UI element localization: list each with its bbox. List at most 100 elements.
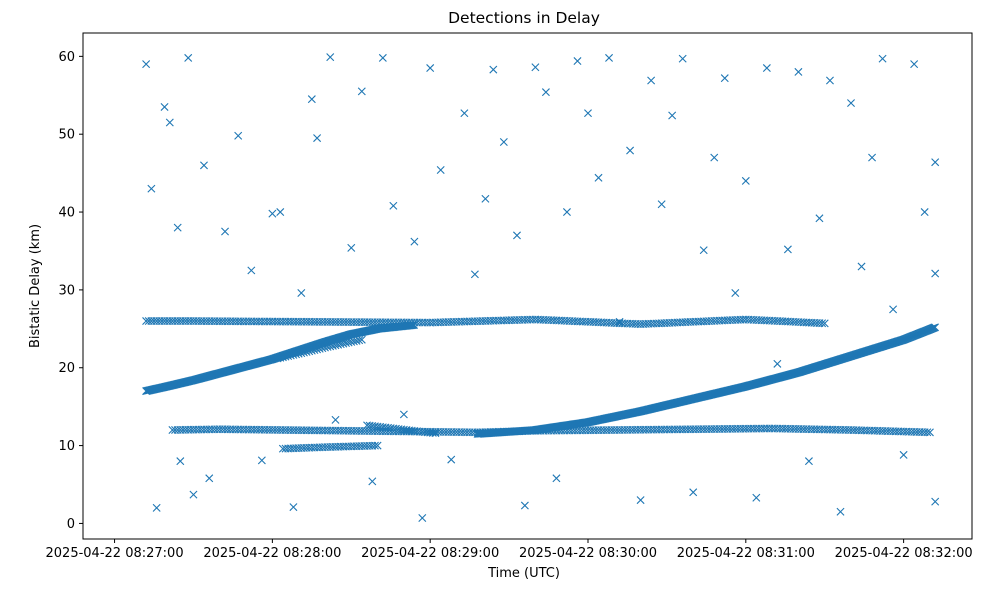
data-point xyxy=(931,497,940,506)
data-point xyxy=(605,53,614,62)
data-point xyxy=(199,161,208,170)
data-point xyxy=(762,64,771,73)
data-point xyxy=(794,67,803,76)
data-point xyxy=(804,457,813,466)
data-point xyxy=(699,246,708,255)
data-point xyxy=(815,214,824,223)
data-point xyxy=(409,321,418,330)
marks-layer xyxy=(142,53,940,522)
y-tick-label: 10 xyxy=(58,439,75,454)
data-point xyxy=(297,349,306,358)
data-point xyxy=(731,289,740,297)
data-point xyxy=(460,109,469,118)
data-point xyxy=(370,441,379,450)
y-axis: 0 10 20 30 40 50 60 xyxy=(58,50,83,532)
data-point xyxy=(573,57,582,66)
data-point xyxy=(142,60,151,69)
data-point xyxy=(307,346,316,355)
x-tick-label: 2025-04-22 08:30:00 xyxy=(519,546,657,561)
y-tick-label: 0 xyxy=(67,517,75,532)
data-point xyxy=(678,54,687,63)
data-point xyxy=(741,176,750,185)
data-point xyxy=(470,270,479,279)
data-point xyxy=(899,450,908,459)
data-point xyxy=(297,289,306,297)
data-point xyxy=(310,346,319,354)
data-point xyxy=(234,131,243,140)
data-point xyxy=(302,347,311,356)
x-axis: 2025-04-22 08:27:00 2025-04-22 08:28:00 20… xyxy=(46,539,973,561)
data-point xyxy=(410,237,419,246)
chart-title: Detections in Delay xyxy=(448,9,600,27)
data-point xyxy=(173,223,182,232)
data-point xyxy=(520,501,529,510)
data-point xyxy=(418,513,427,522)
data-point xyxy=(878,54,887,63)
data-point xyxy=(481,194,490,203)
data-point xyxy=(512,231,521,240)
data-point xyxy=(313,134,322,143)
data-point xyxy=(647,76,656,85)
data-point xyxy=(531,63,540,72)
data-point xyxy=(836,507,845,516)
data-point xyxy=(268,209,277,218)
x-tick-label: 2025-04-22 08:29:00 xyxy=(361,546,499,561)
data-point xyxy=(489,65,498,74)
data-point xyxy=(783,245,792,254)
data-point xyxy=(636,496,645,505)
data-point xyxy=(615,317,624,326)
data-point xyxy=(657,200,666,209)
x-tick-label: 2025-04-22 08:28:00 xyxy=(203,546,341,561)
x-tick-label: 2025-04-22 08:27:00 xyxy=(46,546,184,561)
data-point xyxy=(326,53,335,62)
data-point xyxy=(276,208,285,217)
data-point xyxy=(857,262,866,271)
data-point xyxy=(910,60,919,69)
data-point xyxy=(594,173,603,182)
data-point xyxy=(447,455,456,464)
data-point xyxy=(176,457,185,466)
y-tick-label: 60 xyxy=(58,50,75,65)
data-point xyxy=(818,319,827,328)
data-point xyxy=(299,348,308,357)
data-point xyxy=(347,243,356,252)
data-point xyxy=(221,227,230,236)
x-axis-label: Time (UTC) xyxy=(487,566,560,581)
data-point xyxy=(355,336,364,345)
data-point xyxy=(378,53,387,62)
data-point xyxy=(426,64,435,73)
data-point xyxy=(825,76,834,85)
data-point xyxy=(889,305,898,314)
data-point xyxy=(923,428,932,437)
data-point xyxy=(313,345,322,354)
data-point xyxy=(331,415,340,424)
data-point xyxy=(205,474,214,483)
data-point xyxy=(820,319,829,328)
data-point xyxy=(152,503,161,512)
data-point xyxy=(184,53,193,62)
data-point xyxy=(562,208,571,217)
x-tick-label: 2025-04-22 08:32:00 xyxy=(835,546,973,561)
data-point xyxy=(552,474,561,483)
data-point xyxy=(373,441,382,450)
plot-frame xyxy=(82,32,973,540)
data-point xyxy=(368,477,377,486)
data-point xyxy=(389,201,398,210)
data-point xyxy=(925,428,934,437)
data-point xyxy=(189,490,198,499)
data-point xyxy=(165,118,174,127)
x-tick-label: 2025-04-22 08:31:00 xyxy=(677,546,815,561)
data-point xyxy=(399,410,408,419)
data-point xyxy=(499,137,508,146)
y-tick-label: 40 xyxy=(58,206,75,221)
data-point xyxy=(307,95,316,104)
data-point xyxy=(931,269,940,278)
data-point xyxy=(920,208,929,217)
data-point xyxy=(289,503,298,512)
data-point xyxy=(357,335,366,344)
y-tick-label: 50 xyxy=(58,128,75,143)
data-point xyxy=(305,347,314,356)
data-point xyxy=(931,158,940,167)
